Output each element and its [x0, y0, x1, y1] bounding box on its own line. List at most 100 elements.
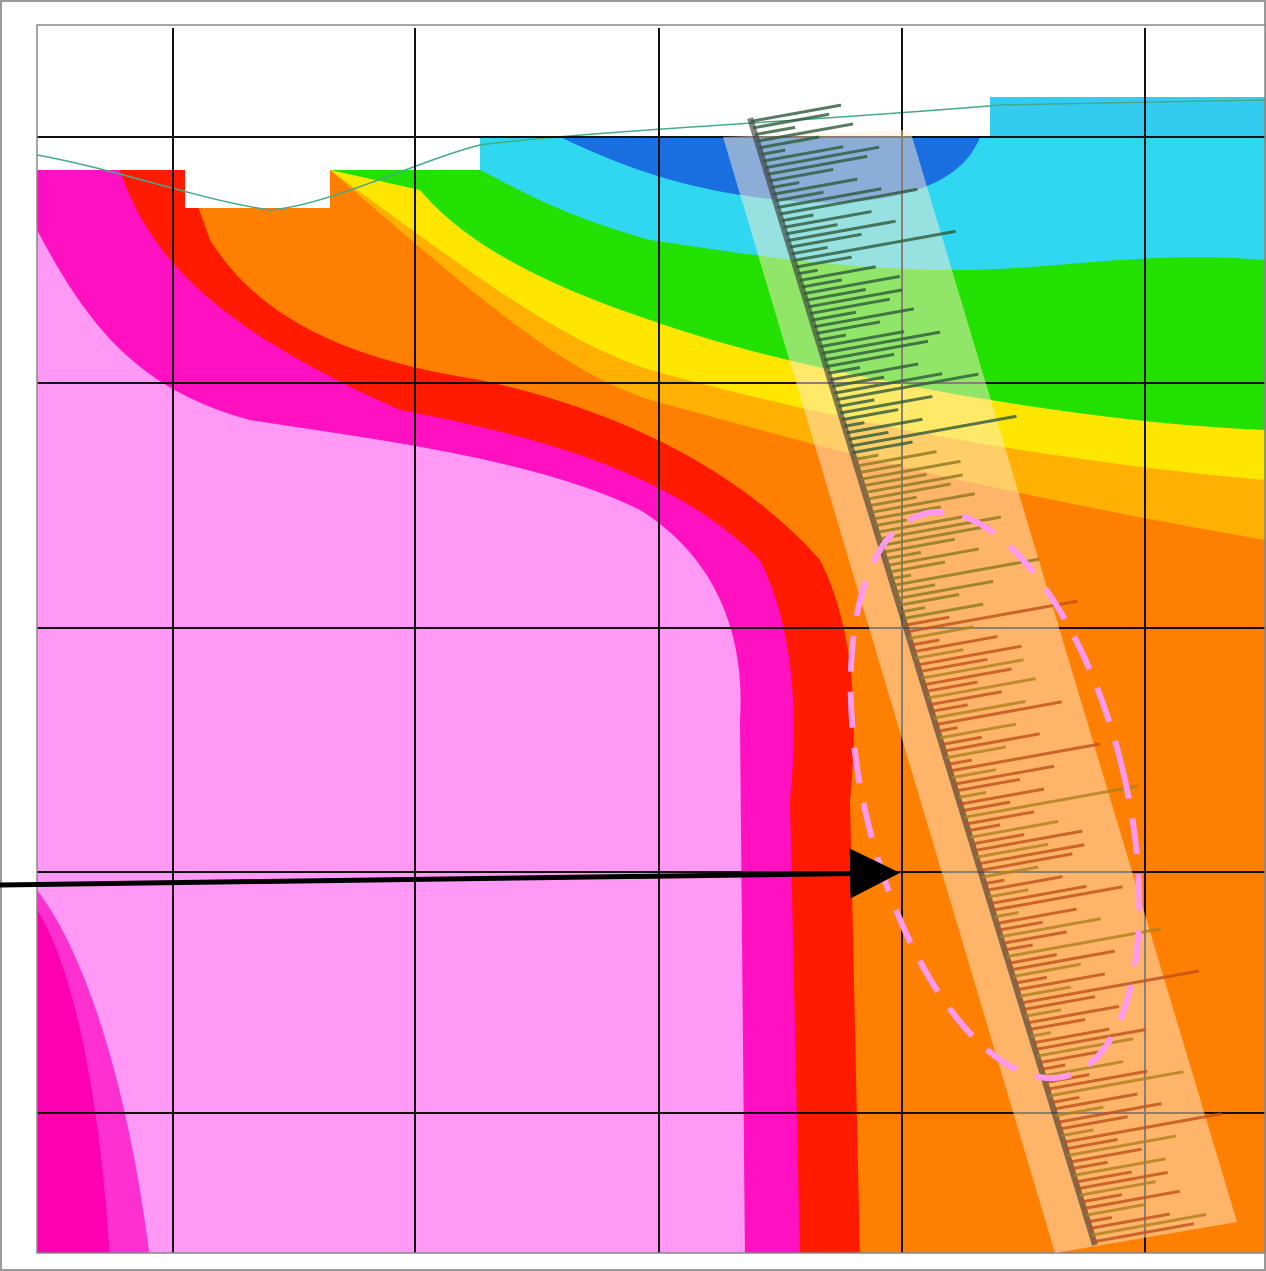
- assay-bar: [1051, 1095, 1080, 1104]
- highlight-ellipse: [847, 508, 1143, 1082]
- assay-bar: [868, 495, 917, 508]
- air: [37, 25, 1265, 208]
- assay-bar: [917, 644, 1022, 667]
- assay-bar: [904, 615, 950, 627]
- assay-bar: [756, 122, 854, 143]
- assay-bar: [953, 764, 1055, 786]
- assay-bar: [949, 742, 1101, 773]
- assay-bar: [973, 829, 1083, 853]
- assay-bar: [777, 187, 882, 209]
- assay-bar: [892, 557, 1040, 587]
- assay-bar: [838, 398, 875, 408]
- assay-bar: [957, 790, 987, 799]
- assay-bar: [1065, 1138, 1118, 1151]
- assay-bar: [982, 865, 1039, 879]
- assay-bar: [779, 187, 918, 216]
- assay-bar: [799, 265, 876, 282]
- assay-bar: [1014, 975, 1048, 985]
- assay-bar: [769, 167, 834, 183]
- assay-bar: [915, 648, 964, 660]
- assay-bar: [803, 274, 901, 296]
- assay-bar: [959, 787, 1045, 806]
- assay-bar: [951, 768, 997, 780]
- assay-bar: [758, 135, 820, 150]
- assay-bar: [862, 472, 927, 488]
- assay-bar: [963, 784, 1139, 819]
- assay-bar: [1061, 1128, 1094, 1138]
- assay-bar: [854, 453, 879, 461]
- assay-bar: [1075, 1170, 1132, 1184]
- assay-bar: [872, 505, 942, 521]
- assay-bar: [1059, 1115, 1128, 1131]
- assay-bar: [1028, 1017, 1086, 1032]
- assay-bar: [844, 421, 865, 428]
- assay-bar: [1055, 1105, 1104, 1118]
- assay-bar: [750, 103, 842, 123]
- assay-bar: [1079, 1180, 1157, 1197]
- assay-bar: [992, 885, 1123, 912]
- assay-bar: [1018, 985, 1072, 998]
- assay-bar: [1006, 927, 1161, 959]
- model: [37, 25, 1265, 1253]
- assay-bar: [795, 255, 852, 269]
- assay-bar: [945, 745, 1007, 760]
- assay-bar: [1040, 1063, 1066, 1071]
- assay-bar: [886, 547, 980, 567]
- drill-hole: [747, 103, 1222, 1246]
- pointer-arrow: [0, 848, 900, 899]
- assay-bar: [890, 573, 912, 581]
- assay-bar: [933, 699, 1026, 720]
- assay-bar: [823, 339, 929, 362]
- assay-bar: [1077, 1170, 1169, 1191]
- assay-bar: [947, 758, 973, 766]
- assay-bar: [835, 372, 979, 402]
- assay-bar: [783, 210, 872, 229]
- assay-bar: [864, 473, 963, 495]
- assay-bar: [898, 592, 960, 607]
- assay-bar: [1042, 1060, 1124, 1078]
- assay-bar: [760, 148, 786, 156]
- assay-bar: [909, 625, 974, 640]
- assay-bar: [781, 213, 814, 223]
- assay-bar: [943, 732, 1041, 753]
- assay-bar: [911, 638, 940, 647]
- assay-bar: [797, 268, 818, 276]
- assay-bar: [870, 492, 976, 514]
- assay-bar: [971, 833, 1025, 846]
- assay-bar: [1008, 953, 1058, 965]
- assay-bar: [1038, 1050, 1100, 1065]
- assay-bar: [817, 333, 847, 342]
- assay-bar: [888, 560, 946, 574]
- assay-bar: [1022, 995, 1096, 1012]
- assay-bar: [766, 154, 868, 176]
- assay-bar: [1020, 969, 1200, 1005]
- assay-bar: [986, 875, 1063, 892]
- assay-bar: [801, 278, 843, 289]
- assay-bar: [762, 145, 844, 163]
- assay-bar: [967, 823, 1001, 833]
- assay-bar: [941, 735, 983, 746]
- assay-bar: [1085, 1202, 1147, 1217]
- assay-bar: [1073, 1157, 1166, 1177]
- assay-bar: [1010, 949, 1116, 972]
- assay-bar: [884, 550, 922, 561]
- assay-bar: [1024, 1008, 1062, 1018]
- assay-bar: [829, 362, 919, 382]
- assay-bar: [1012, 962, 1082, 978]
- assay-bar: [856, 450, 937, 468]
- assay-bar: [1034, 1028, 1146, 1051]
- assay-bar: [876, 515, 966, 534]
- assay-bar: [996, 907, 1077, 925]
- assay-bar: [1067, 1134, 1176, 1157]
- assay-bar: [937, 726, 958, 733]
- assay-bar: [825, 352, 895, 369]
- assay-bar: [984, 878, 1005, 886]
- assay-bar: [878, 515, 1002, 541]
- assay-bar: [994, 911, 1019, 919]
- magenta-core: [37, 910, 110, 1253]
- assay-bar: [900, 606, 926, 614]
- assay-bar: [988, 888, 1029, 899]
- assay-bar: [811, 310, 857, 322]
- assay-bar: [848, 430, 889, 442]
